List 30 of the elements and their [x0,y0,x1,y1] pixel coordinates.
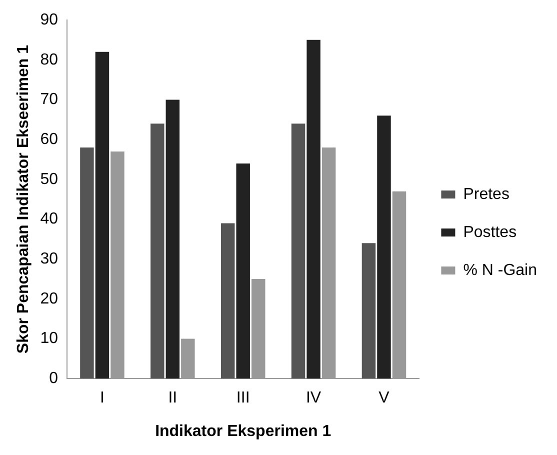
bar [95,52,110,379]
bar [377,116,391,379]
legend-label: Posttes [463,224,517,241]
y-tick-label: 60 [40,130,58,148]
bar [166,100,180,379]
y-tick-label: 30 [40,250,58,268]
x-tick-label: I [100,390,104,407]
y-tick-label: 40 [40,210,58,228]
legend-label: Pretes [463,186,510,203]
x-tick-label: II [168,390,178,407]
y-tick-label: 70 [40,91,58,108]
y-tick-label: 80 [40,51,58,68]
y-axis-title: Skor Pencapaian Indikator Ekseerimen 1 [15,44,32,354]
bar [80,148,94,379]
bar [291,124,306,379]
bar [236,163,250,379]
y-tick-label: 10 [40,330,58,348]
y-tick-label: 20 [40,290,58,308]
bar [150,124,164,379]
bar [306,40,320,379]
y-tick-label: 0 [49,370,58,388]
legend-label: % N -Gain [463,262,537,279]
x-tick-label: III [236,390,250,407]
y-tick-label: 50 [40,170,58,188]
bar [220,223,235,379]
bar [362,243,376,379]
x-axis-title: Indikator Eksperimen 1 [155,422,332,440]
x-tick-label: IV [306,390,322,407]
y-tick-label: 90 [40,11,58,28]
x-tick-label: V [378,390,390,407]
